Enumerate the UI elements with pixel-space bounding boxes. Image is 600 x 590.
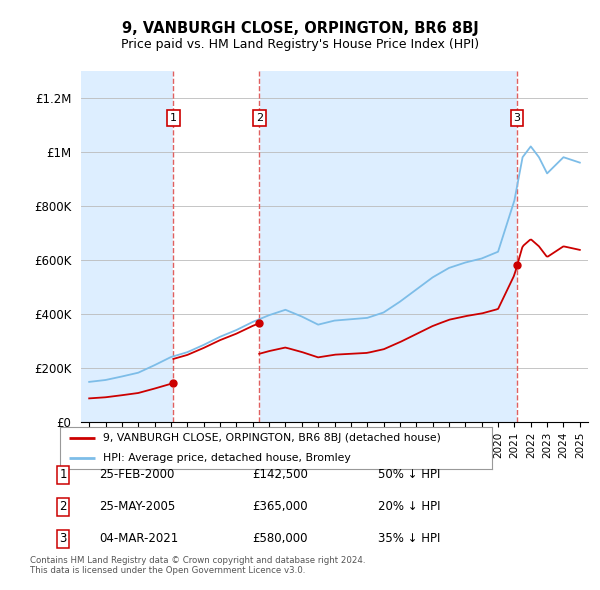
Text: HPI: Average price, detached house, Bromley: HPI: Average price, detached house, Brom… [103,454,351,463]
Text: £365,000: £365,000 [252,500,308,513]
Text: £580,000: £580,000 [252,532,308,545]
Text: 3: 3 [514,113,521,123]
Text: 1: 1 [170,113,177,123]
Text: 20% ↓ HPI: 20% ↓ HPI [378,500,440,513]
Text: 50% ↓ HPI: 50% ↓ HPI [378,468,440,481]
Text: 3: 3 [59,532,67,545]
Text: 25-FEB-2000: 25-FEB-2000 [99,468,175,481]
Text: 04-MAR-2021: 04-MAR-2021 [99,532,178,545]
Text: Price paid vs. HM Land Registry's House Price Index (HPI): Price paid vs. HM Land Registry's House … [121,38,479,51]
Text: 2: 2 [256,113,263,123]
Text: 9, VANBURGH CLOSE, ORPINGTON, BR6 8BJ: 9, VANBURGH CLOSE, ORPINGTON, BR6 8BJ [122,21,478,35]
Text: £142,500: £142,500 [252,468,308,481]
Bar [517,71,588,422]
Text: 25-MAY-2005: 25-MAY-2005 [99,500,175,513]
Text: 35% ↓ HPI: 35% ↓ HPI [378,532,440,545]
Text: 1: 1 [59,468,67,481]
Text: Contains HM Land Registry data © Crown copyright and database right 2024.
This d: Contains HM Land Registry data © Crown c… [30,556,365,575]
Text: 2: 2 [59,500,67,513]
Bar [173,71,259,422]
Text: 9, VANBURGH CLOSE, ORPINGTON, BR6 8BJ (detached house): 9, VANBURGH CLOSE, ORPINGTON, BR6 8BJ (d… [103,434,441,444]
